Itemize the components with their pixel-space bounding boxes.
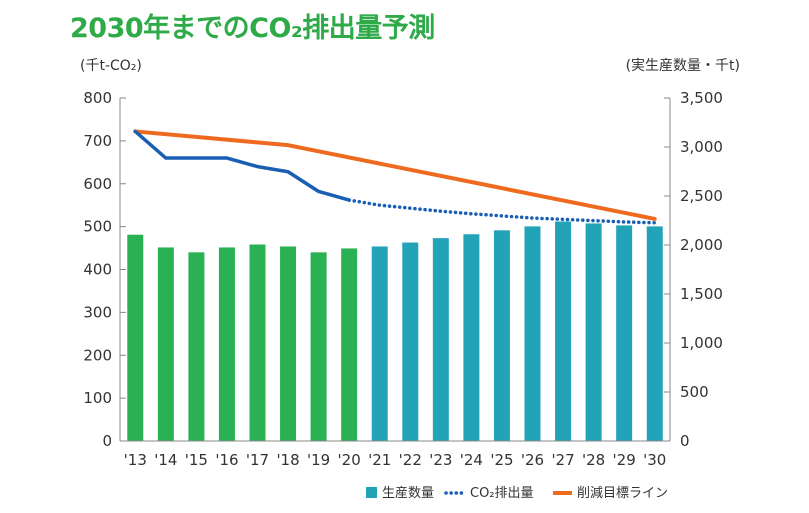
bar-26 xyxy=(524,226,541,441)
right-tick-label: 2,000 xyxy=(680,236,723,254)
x-tick-label: '23 xyxy=(429,451,452,469)
right-tick-label: 1,500 xyxy=(680,285,723,303)
bar-25 xyxy=(493,230,510,441)
legend-label-production: 生産数量 xyxy=(382,485,434,501)
left-tick-label: 300 xyxy=(83,303,112,321)
bar-18 xyxy=(280,246,297,441)
bar-17 xyxy=(249,244,266,441)
right-tick-label: 500 xyxy=(680,383,709,401)
left-tick-label: 700 xyxy=(83,132,112,150)
x-tick-label: '18 xyxy=(276,451,299,469)
bar-27 xyxy=(555,221,572,441)
bar-15 xyxy=(188,252,205,441)
x-tick-label: '28 xyxy=(582,451,605,469)
legend-swatch-production xyxy=(366,487,377,498)
x-tick-label: '16 xyxy=(215,451,238,469)
bar-13 xyxy=(127,234,144,441)
bar-30 xyxy=(646,226,663,441)
left-tick-label: 400 xyxy=(83,261,112,279)
axes-group: 0 100 200 300 400 500 600 700 800 0 500 1,000 1,500 2… xyxy=(80,58,740,469)
x-tick-label: '24 xyxy=(460,451,483,469)
left-tick-label: 800 xyxy=(83,89,112,107)
bar-21 xyxy=(371,246,388,441)
right-tick-label: 0 xyxy=(680,432,690,450)
x-tick-label: '25 xyxy=(490,451,513,469)
bars-group xyxy=(127,221,663,441)
right-tick-label: 2,500 xyxy=(680,187,723,205)
left-tick-label: 200 xyxy=(83,346,112,364)
x-tick-label: '20 xyxy=(338,451,361,469)
bar-19 xyxy=(310,252,327,441)
lines-group xyxy=(133,129,657,225)
left-tick-label: 500 xyxy=(83,218,112,236)
bar-28 xyxy=(585,223,602,441)
bar-22 xyxy=(402,242,419,441)
x-tick-label: '27 xyxy=(551,451,574,469)
legend: 生産数量 CO₂排出量 削減目標ライン xyxy=(366,485,668,501)
right-axis-unit: (実生産数量・千t) xyxy=(626,58,740,74)
x-tick-label: '26 xyxy=(521,451,544,469)
x-tick-label: '15 xyxy=(185,451,208,469)
right-tick-label: 3,500 xyxy=(680,89,723,107)
x-tick-label: '29 xyxy=(613,451,636,469)
x-tick-label: '14 xyxy=(154,451,177,469)
bar-29 xyxy=(616,225,633,441)
legend-label-target: 削減目標ライン xyxy=(577,485,668,501)
target-line xyxy=(133,129,657,221)
bar-16 xyxy=(218,247,235,441)
x-tick-label: '13 xyxy=(124,451,147,469)
x-tick-label: '30 xyxy=(643,451,666,469)
legend-label-co2: CO₂排出量 xyxy=(470,486,534,501)
x-tick-label: '22 xyxy=(399,451,422,469)
left-tick-label: 600 xyxy=(83,175,112,193)
right-tick-label: 3,000 xyxy=(680,138,723,156)
x-tick-label: '21 xyxy=(368,451,391,469)
bar-24 xyxy=(463,234,480,441)
co2-actual-line xyxy=(133,129,351,202)
left-tick-label: 0 xyxy=(102,432,112,450)
x-tick-label: '19 xyxy=(307,451,330,469)
x-tick-label: '17 xyxy=(246,451,269,469)
co2-forecast-line xyxy=(347,198,657,225)
left-tick-label: 100 xyxy=(83,389,112,407)
bar-20 xyxy=(341,248,358,441)
right-tick-label: 1,000 xyxy=(680,334,723,352)
chart-title: 2030年までのCO₂排出量予測 xyxy=(70,13,435,44)
bar-23 xyxy=(432,238,449,441)
left-axis-unit: (千t-CO₂) xyxy=(80,58,142,74)
bar-14 xyxy=(157,247,174,441)
